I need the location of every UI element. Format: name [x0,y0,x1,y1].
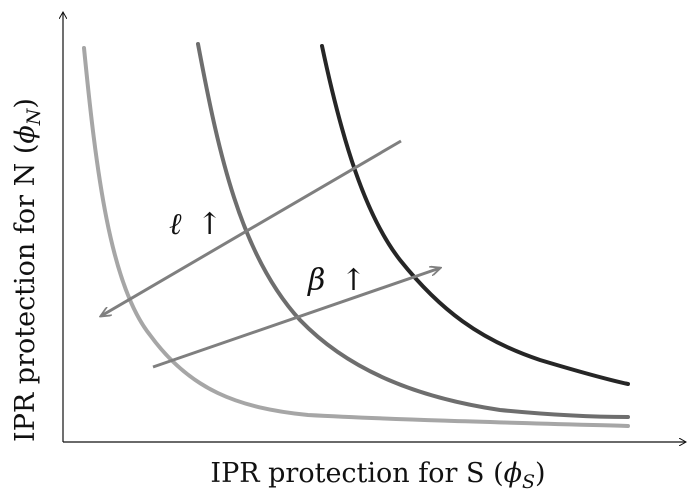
x-axis-label-subscript: S [522,471,535,491]
ell-annotation: ℓ ↑ [169,207,222,242]
ell-up-arrow: ↑ [197,207,222,242]
y-axis-label-text: IPR protection for N ( [10,144,41,442]
x-axis-label-close: ) [535,458,546,489]
x-axis-label-symbol: ϕ [504,458,522,489]
beta-direction-arrow [152,268,440,369]
curve-light [82,46,630,428]
curve-dark [320,44,630,386]
y-axis-label-subscript: N [23,107,45,126]
ell-symbol: ℓ [169,207,182,242]
curve-medium [196,42,630,419]
x-axis-label: IPR protection for S (ϕS) [210,458,545,491]
ell-direction-arrow [101,139,402,316]
y-axis-label: IPR protection for N (ϕN) [10,98,45,442]
y-axis-label-symbol: ϕ [10,125,41,143]
beta-annotation: β ↑ [307,263,366,298]
x-axis-label-text: IPR protection for S ( [210,458,503,489]
y-axis-label-close: ) [10,98,41,109]
beta-up-arrow: ↑ [341,263,366,298]
beta-symbol: β [307,263,325,298]
